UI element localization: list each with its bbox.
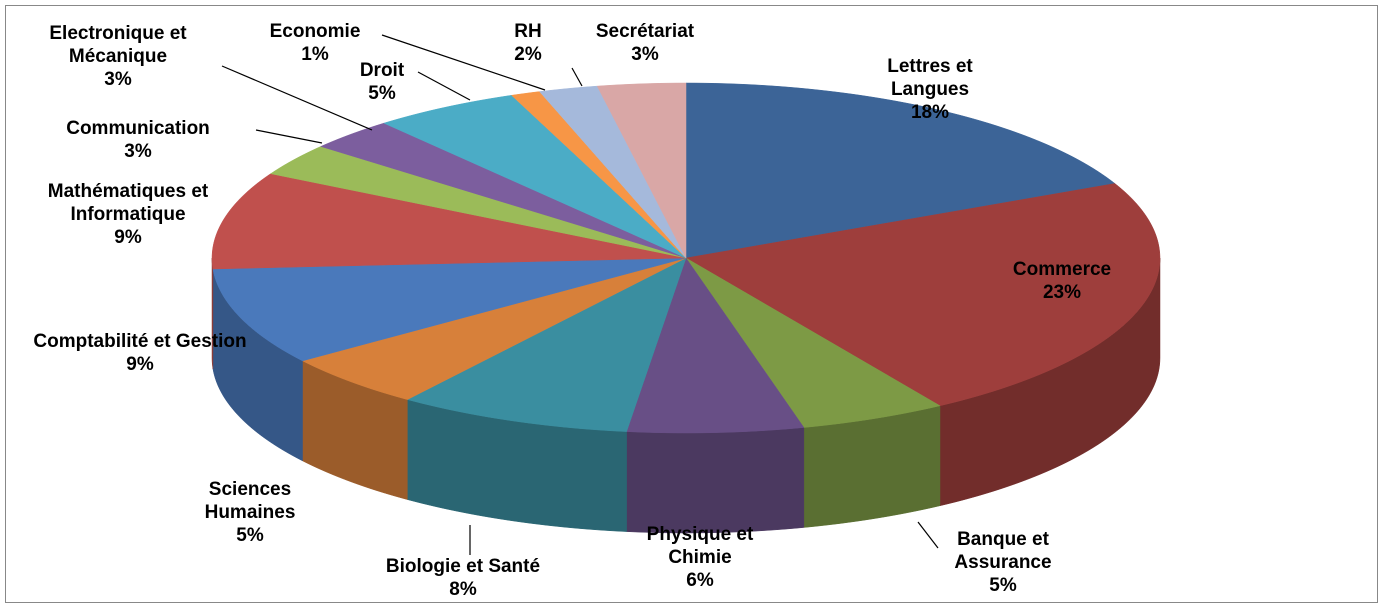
category-name: Banque et Assurance <box>954 529 1052 573</box>
value-label: 3% <box>124 141 152 162</box>
value-label: 5% <box>236 525 264 546</box>
slice-label: Commerce 23% <box>997 258 1127 304</box>
category-name: Economie <box>269 21 361 42</box>
value-label: 6% <box>686 570 714 591</box>
slice-label: Droit 5% <box>342 59 422 105</box>
slice <box>320 122 687 259</box>
slice <box>406 257 687 432</box>
value-label: 3% <box>104 69 132 90</box>
slice <box>685 183 1161 407</box>
category-name: RH <box>514 21 542 42</box>
slice-label: Mathématiques et Informatique 9% <box>3 180 253 249</box>
slice-label: Comptabilité et Gestion 9% <box>20 330 260 376</box>
category-name: Biologie et Santé <box>385 556 541 577</box>
slice <box>269 146 687 259</box>
value-label: 2% <box>514 44 542 65</box>
value-label: 5% <box>989 575 1017 596</box>
category-name: Droit <box>359 60 405 81</box>
slice-label: Banque et Assurance 5% <box>928 528 1078 597</box>
leader-line <box>381 34 546 91</box>
leader-line <box>417 71 471 101</box>
value-label: 5% <box>368 83 396 104</box>
value-label: 9% <box>126 354 154 375</box>
leader-line <box>917 521 939 549</box>
slice-label: Communication 3% <box>18 117 258 163</box>
slice <box>685 257 941 428</box>
slice-label: Electronique et Mécanique 3% <box>18 22 218 91</box>
value-label: 23% <box>1042 282 1082 303</box>
category-name: Sciences Humaines <box>204 479 296 523</box>
slice <box>685 82 1116 259</box>
slice <box>383 95 687 259</box>
category-name: Mathématiques et Informatique <box>47 181 209 225</box>
value-label: 8% <box>449 579 477 600</box>
value-label: 1% <box>301 44 329 65</box>
category-name: Electronique et Mécanique <box>49 23 187 67</box>
leader-line <box>221 65 373 131</box>
slice-side <box>626 427 805 534</box>
slice <box>596 82 687 259</box>
slice <box>211 173 687 270</box>
category-name: Lettres et Langues <box>887 56 973 100</box>
slice-label: RH 2% <box>503 20 553 66</box>
slice <box>539 85 687 259</box>
slice-label: Physique et Chimie 6% <box>625 523 775 592</box>
slice-label: Biologie et Santé 8% <box>348 555 578 601</box>
category-name: Physique et Chimie <box>646 524 754 568</box>
value-label: 18% <box>910 102 950 123</box>
slice-label: Economie 1% <box>250 20 380 66</box>
category-name: Communication <box>66 118 210 139</box>
value-label: 3% <box>631 44 659 65</box>
slice-label: Lettres et Langues 18% <box>870 55 990 124</box>
slice <box>212 257 687 362</box>
category-name: Secrétariat <box>595 21 695 42</box>
slice-label: Sciences Humaines 5% <box>180 478 320 547</box>
category-name: Comptabilité et Gestion <box>33 331 247 352</box>
leader-line <box>571 67 583 87</box>
category-name: Commerce <box>1012 259 1112 280</box>
leader-line <box>255 129 323 144</box>
slice <box>626 257 805 434</box>
value-label: 9% <box>114 227 142 248</box>
slice <box>301 257 687 400</box>
slice-label: Secrétariat 3% <box>570 20 720 66</box>
